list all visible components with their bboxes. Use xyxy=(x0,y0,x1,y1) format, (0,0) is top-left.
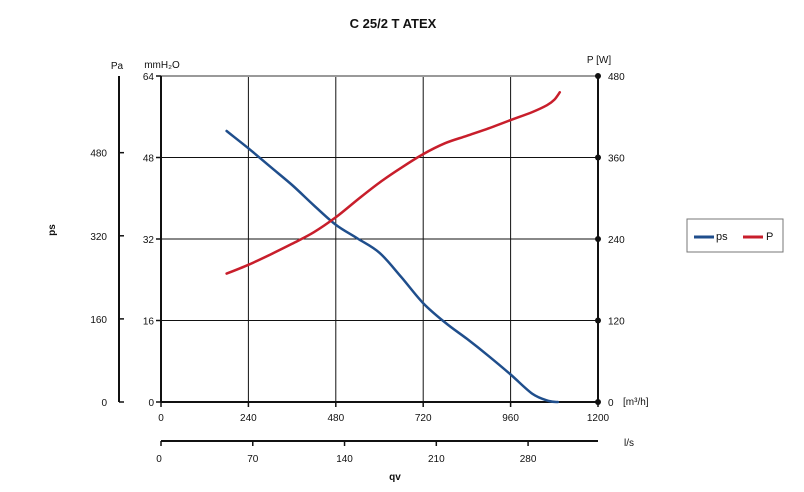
y-right-unit: P [W] xyxy=(587,55,611,66)
y-inner-tick-label-1: 16 xyxy=(143,317,155,328)
x-units-primary: [m³/h] xyxy=(623,397,649,408)
y-outer-tick-label-2: 320 xyxy=(90,232,107,243)
y-inner-tick-label-0: 0 xyxy=(148,398,154,409)
y-right-tick-label-4: 480 xyxy=(608,72,625,83)
x-units-secondary: l/s xyxy=(624,438,634,449)
legend: ps P xyxy=(686,218,784,253)
y-right-tick-dot-4 xyxy=(595,73,601,79)
x-tick-label-2: 480 xyxy=(327,413,344,424)
x2-tick-label-4: 280 xyxy=(520,454,537,465)
x-tick-label-3: 720 xyxy=(415,413,432,424)
x2-tick-label-1: 70 xyxy=(247,454,259,465)
y-inner-tick-label-4: 64 xyxy=(143,72,155,83)
y-right-tick-label-2: 240 xyxy=(608,235,625,246)
y-right-tick-dot-3 xyxy=(595,154,601,161)
y-outer-tick-label-3: 480 xyxy=(90,149,107,160)
series-line-ps xyxy=(225,129,560,404)
y-right-tick-label-3: 360 xyxy=(608,154,625,165)
x2-tick-label-2: 140 xyxy=(336,454,353,465)
y-left-outer-unit: Pa xyxy=(111,61,124,72)
x2-tick-label-3: 210 xyxy=(428,454,445,465)
x2-tick-label-0: 0 xyxy=(156,454,162,465)
legend-label-ps: ps xyxy=(716,231,728,243)
chart-title: C 25/2 T ATEX xyxy=(350,16,437,31)
y-inner-tick-label-2: 32 xyxy=(143,235,155,246)
y-outer-tick-label-0: 0 xyxy=(101,398,107,409)
axes xyxy=(118,75,599,442)
x-axis-label: qv xyxy=(389,472,401,483)
x-tick-label-0: 0 xyxy=(158,413,164,424)
y-left-outer-label: ps xyxy=(47,224,58,236)
y-right-tick-label-0: 0 xyxy=(608,398,614,409)
y-right-tick-dot-0 xyxy=(595,399,601,405)
legend-label-P: P xyxy=(766,231,773,243)
y-right-tick-dot-2 xyxy=(595,236,601,242)
x-tick-label-4: 960 xyxy=(502,413,519,424)
y-right-tick-dot-1 xyxy=(595,317,601,324)
series-line-P xyxy=(225,91,562,275)
y-left-inner-unit: mmH₂O xyxy=(144,60,180,71)
series-lines xyxy=(225,91,562,404)
y-inner-tick-label-3: 48 xyxy=(143,154,155,165)
x-tick-label-1: 240 xyxy=(240,413,257,424)
grid xyxy=(161,76,598,402)
x-tick-label-5: 1200 xyxy=(587,413,610,424)
y-outer-tick-label-1: 160 xyxy=(90,315,107,326)
y-right-tick-label-1: 120 xyxy=(608,317,625,328)
